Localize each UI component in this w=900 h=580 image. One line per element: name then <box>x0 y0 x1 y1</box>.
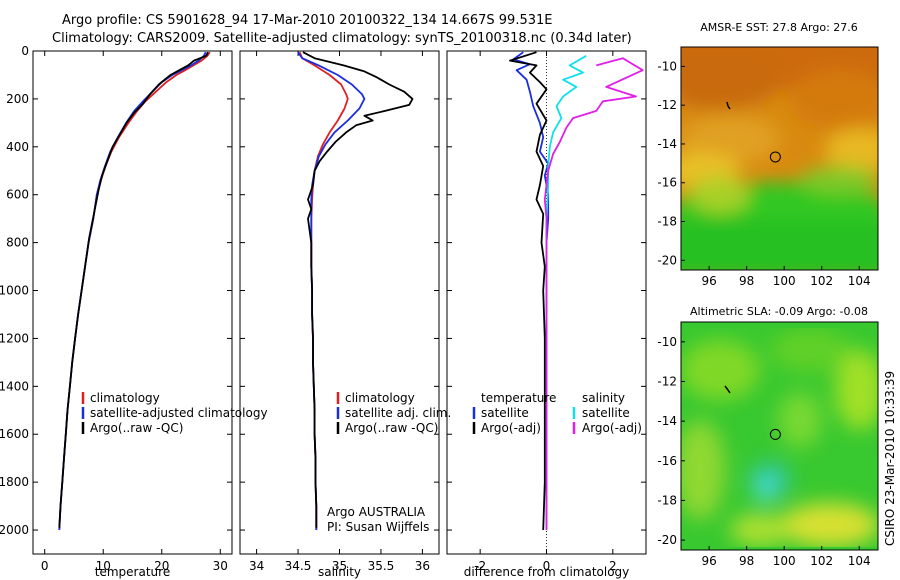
sla-float-marker <box>769 428 781 440</box>
map-y-tick-label: -20 <box>657 533 677 547</box>
sst-float-marker <box>769 151 781 163</box>
x-tick-label: 35 <box>332 559 347 573</box>
x-tick-label: 34 <box>249 559 264 573</box>
salinity-series-group <box>297 51 414 530</box>
map-y-tick-label: -12 <box>657 98 677 112</box>
difference-series-group <box>509 51 644 531</box>
temperature-panel: 0 10 20 30 0 200 400 600 800 1000 1200 1400 1600 1800… <box>0 44 233 579</box>
y-tick-label: 0 <box>21 44 29 58</box>
map-y-tick-label: -14 <box>657 414 677 428</box>
legend-label-sal-argo: Argo(-adj) <box>582 421 642 435</box>
map-x-tick-label: 104 <box>848 554 871 568</box>
legend-label-satellite: satellite-adjusted climatology <box>90 406 268 420</box>
side-timestamp-label: CSIRO 23-Mar-2010 10:33:39 <box>883 371 897 546</box>
y-tick-label: 400 <box>6 140 29 154</box>
map-x-tick-label: 102 <box>810 274 833 288</box>
map-x-tick-label: 96 <box>702 274 717 288</box>
map-y-tick-label: -18 <box>657 493 677 507</box>
legend-header-temperature: temperature <box>481 391 556 405</box>
x-tick-label: 36 <box>415 559 430 573</box>
x-tick-label: -2 <box>474 559 486 573</box>
y-tick-label: 1800 <box>0 475 29 489</box>
y-tick-label: 200 <box>6 92 29 106</box>
temperature-series-group <box>58 51 211 531</box>
sst-map-panel: AMSR-E SST: 27.8 Argo: 27.6 96 98 100 102 10… <box>657 21 879 288</box>
map-y-tick-label: -20 <box>657 253 677 267</box>
sla-float-track <box>724 385 731 394</box>
map-y-tick-label: -10 <box>657 59 677 73</box>
legend-label-satellite: satellite adj. clim. <box>345 406 451 420</box>
sla-field <box>681 328 878 547</box>
difference-legend: temperature satellite Argo(-adj) salinit… <box>472 391 642 435</box>
sla-map-frame <box>680 321 879 551</box>
sst-float-track <box>726 101 731 110</box>
y-tick-label: 600 <box>6 188 29 202</box>
map-x-tick-label: 100 <box>773 274 796 288</box>
sla-map-panel: Altimetric SLA: -0.09 Argo: -0.08 96 98 10… <box>657 305 879 568</box>
y-tick-label: 1400 <box>0 379 29 393</box>
y-tick-label: 800 <box>6 236 29 250</box>
x-tick-label: 0 <box>543 559 551 573</box>
legend-label-temp-argo: Argo(-adj) <box>481 421 541 435</box>
map-x-tick-label: 102 <box>810 554 833 568</box>
sla-map-title: Altimetric SLA: -0.09 Argo: -0.08 <box>690 305 868 318</box>
sst-map-title: AMSR-E SST: 27.8 Argo: 27.6 <box>700 21 858 34</box>
x-tick-label: 34.5 <box>285 559 312 573</box>
map-y-tick-label: -12 <box>657 374 677 388</box>
legend-label-sal-satellite: satellite <box>582 406 630 420</box>
temperature-legend: climatology satellite-adjusted climatolo… <box>81 391 268 435</box>
x-tick-label: 2 <box>609 559 617 573</box>
y-tick-label: 1200 <box>0 331 29 345</box>
map-y-tick-label: -16 <box>657 176 677 190</box>
map-y-tick-label: -10 <box>657 335 677 349</box>
y-tick-label: 2000 <box>0 523 29 537</box>
sst-field <box>681 47 878 270</box>
salinity-frame <box>239 50 440 555</box>
salinity-annotation-line2: PI: Susan Wijffels <box>327 520 429 534</box>
legend-label-climatology: climatology <box>90 391 160 405</box>
sst-map-frame <box>680 46 879 271</box>
temperature-frame <box>32 50 233 555</box>
figure-title-line2: Climatology: CARS2009. Satellite-adjuste… <box>52 31 632 46</box>
x-tick-label: 0 <box>41 559 49 573</box>
series-satellite-adj-clim- <box>297 51 366 530</box>
difference-xlabel: difference from climatology <box>464 565 630 579</box>
map-x-tick-label: 96 <box>702 554 717 568</box>
x-tick-label: 10 <box>96 559 111 573</box>
legend-label-argo: Argo(..raw -QC) <box>90 421 183 435</box>
map-y-tick-label: -18 <box>657 215 677 229</box>
x-tick-label: 20 <box>154 559 169 573</box>
legend-label-temp-satellite: satellite <box>481 406 529 420</box>
salinity-annotation-line1: Argo AUSTRALIA <box>327 505 426 519</box>
series-climatology <box>298 51 349 530</box>
temperature-xlabel: temperature <box>95 565 170 579</box>
map-x-tick-label: 98 <box>739 554 754 568</box>
legend-header-salinity: salinity <box>582 391 625 405</box>
x-tick-label: 35.5 <box>368 559 395 573</box>
y-tick-label: 1600 <box>0 427 29 441</box>
salinity-legend: climatology satellite adj. clim. Argo(..… <box>327 391 451 534</box>
map-x-tick-label: 100 <box>773 554 796 568</box>
legend-label-climatology: climatology <box>345 391 415 405</box>
y-tick-label: 1000 <box>0 284 29 298</box>
legend-label-argo: Argo(..raw -QC) <box>345 421 438 435</box>
map-x-tick-label: 104 <box>848 274 871 288</box>
salinity-xlabel: salinity <box>318 565 361 579</box>
series-argo-raw-qc- <box>58 51 209 528</box>
series-temperature-argo-adj- <box>509 51 548 531</box>
series-argo-raw-qc- <box>302 51 414 528</box>
map-y-tick-label: -16 <box>657 454 677 468</box>
salinity-panel: 34 34.5 35 35.5 36 salinity <box>239 50 440 579</box>
x-tick-label: 30 <box>213 559 228 573</box>
map-x-tick-label: 98 <box>739 274 754 288</box>
series-salinity-argo-adj- <box>543 57 644 530</box>
map-y-tick-label: -14 <box>657 137 677 151</box>
figure-title-line1: Argo profile: CS 5901628_94 17-Mar-2010 … <box>62 13 552 28</box>
